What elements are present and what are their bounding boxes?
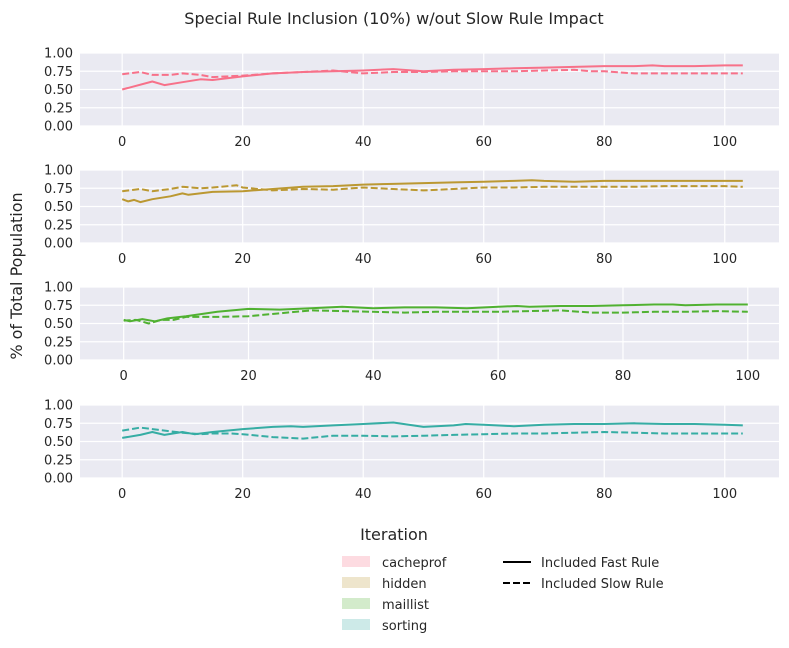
x-tick-label: 100 <box>712 487 737 502</box>
x-tick-label: 40 <box>355 252 372 267</box>
legend-item-sorting: sorting <box>342 619 427 634</box>
y-tick-label: 0.25 <box>44 335 73 350</box>
series-line-slow-rule <box>122 426 743 440</box>
x-tick-label: 0 <box>118 135 126 150</box>
y-tick-label: 0.00 <box>44 237 73 252</box>
x-tick-label: 100 <box>712 135 737 150</box>
y-axis-label: % of Total Population <box>7 192 26 359</box>
subplots: 0 20 40 60 80 100 0.00 0.25 0.50 0.75 1.00 0 20 40 60 8… <box>44 47 779 502</box>
legend: cacheprof hidden maillist sorting Included F… <box>342 556 664 634</box>
y-tick-label: 0.50 <box>44 435 73 450</box>
series-line-fast-rule <box>121 179 743 204</box>
legend-label: cacheprof <box>382 556 447 571</box>
y-tick-label: 0.25 <box>44 218 73 233</box>
x-tick-label: 40 <box>355 135 372 150</box>
legend-swatch <box>342 619 370 630</box>
x-tick-label: 20 <box>234 252 251 267</box>
y-tick-label: 0.75 <box>44 417 73 432</box>
y-tick-label: 0.25 <box>44 101 73 116</box>
legend-swatch <box>342 556 370 567</box>
legend-item-hidden: hidden <box>342 577 427 592</box>
series-line-slow-rule <box>122 68 743 79</box>
y-tick-label: 0.75 <box>44 182 73 197</box>
figure-title: Special Rule Inclusion (10%) w/out Slow … <box>184 9 603 28</box>
x-tick-label: 20 <box>234 487 251 502</box>
y-tick-label: 0.50 <box>44 200 73 215</box>
x-tick-label: 40 <box>355 487 372 502</box>
legend-swatch <box>342 577 370 588</box>
legend-label: Included Fast Rule <box>541 556 659 571</box>
legend-item-slow-rule: Included Slow Rule <box>503 577 664 592</box>
y-tick-label: 0.75 <box>44 65 73 80</box>
x-tick-label: 20 <box>234 135 251 150</box>
series-line-slow-rule <box>123 309 748 325</box>
y-tick-label: 0.75 <box>44 299 73 314</box>
y-tick-label: 1.00 <box>44 399 73 414</box>
x-tick-label: 0 <box>118 252 126 267</box>
legend-item-fast-rule: Included Fast Rule <box>503 556 659 571</box>
x-tick-label: 80 <box>596 487 613 502</box>
x-tick-label: 60 <box>475 487 492 502</box>
x-tick-label: 80 <box>615 369 632 384</box>
legend-swatch <box>342 598 370 609</box>
y-tick-label: 1.00 <box>44 47 73 62</box>
y-tick-label: 0.00 <box>44 354 73 369</box>
legend-label: hidden <box>382 577 427 592</box>
y-tick-label: 0.00 <box>44 120 73 135</box>
x-tick-label: 100 <box>735 369 760 384</box>
x-tick-label: 40 <box>365 369 382 384</box>
x-tick-label: 20 <box>240 369 257 384</box>
series-line-slow-rule <box>122 184 743 193</box>
subplot-1: 0 20 40 60 80 100 0.00 0.25 0.50 0.75 1.00 <box>44 47 779 150</box>
x-axis-label: Iteration <box>360 525 428 544</box>
subplot-3: 0 20 40 60 80 100 0.00 0.25 0.50 0.75 1.00 <box>44 281 779 384</box>
x-tick-label: 80 <box>596 135 613 150</box>
legend-label: maillist <box>382 598 429 613</box>
legend-item-cacheprof: cacheprof <box>342 556 447 571</box>
x-tick-label: 60 <box>475 252 492 267</box>
legend-item-maillist: maillist <box>342 598 429 613</box>
subplot-4: 0 20 40 60 80 100 0.00 0.25 0.50 0.75 1.00 <box>44 399 779 502</box>
legend-label: sorting <box>382 619 427 634</box>
x-tick-label: 80 <box>596 252 613 267</box>
x-tick-label: 0 <box>120 369 128 384</box>
x-tick-label: 0 <box>118 487 126 502</box>
subplot-2: 0 20 40 60 80 100 0.00 0.25 0.50 0.75 1.00 <box>44 164 779 267</box>
x-tick-label: 60 <box>475 135 492 150</box>
x-tick-label: 60 <box>490 369 507 384</box>
y-tick-label: 0.50 <box>44 83 73 98</box>
y-tick-label: 0.50 <box>44 317 73 332</box>
legend-label: Included Slow Rule <box>541 577 664 592</box>
series-line-fast-rule <box>123 303 748 323</box>
x-tick-label: 100 <box>712 252 737 267</box>
y-tick-label: 1.00 <box>44 281 73 296</box>
y-tick-label: 0.00 <box>44 472 73 487</box>
y-tick-label: 0.25 <box>44 453 73 468</box>
y-tick-label: 1.00 <box>44 164 73 179</box>
